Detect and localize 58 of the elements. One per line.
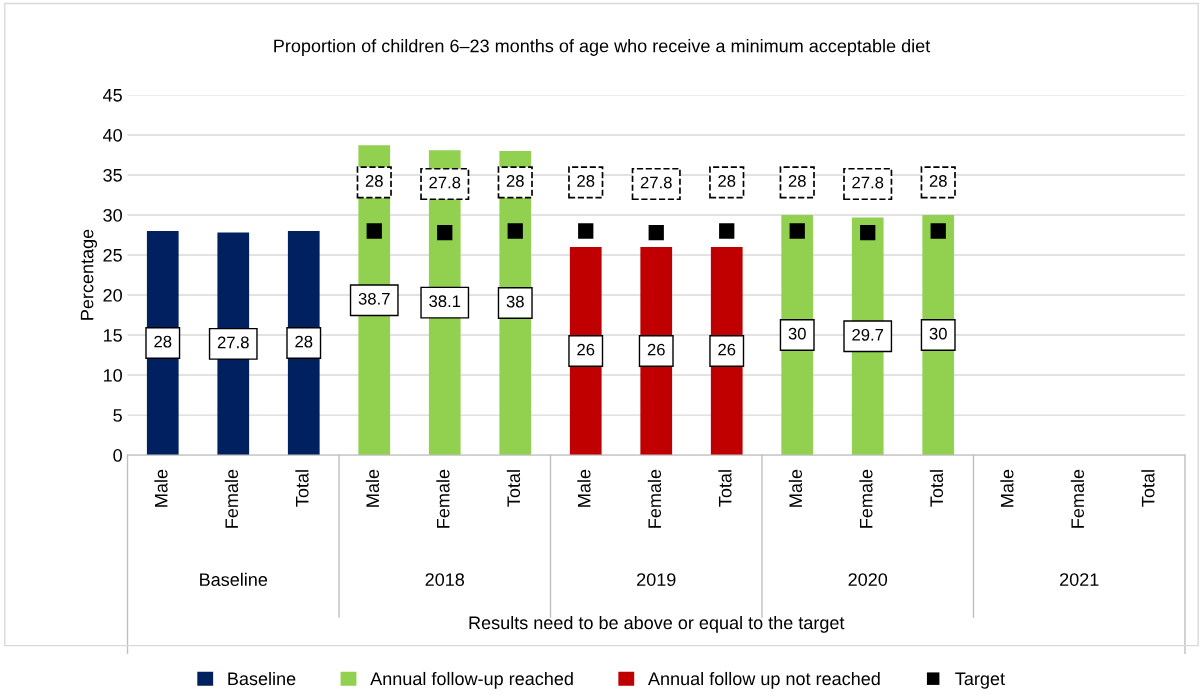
y-tick-label: 0: [113, 449, 122, 462]
y-tick-label: 35: [103, 168, 122, 182]
y-tick-label: 45: [102, 89, 122, 102]
x-tick-label: Female: [436, 469, 450, 528]
y-tick-label: 20: [103, 288, 122, 302]
data-label: 28: [365, 175, 383, 187]
data-label: 28: [929, 175, 947, 187]
text: Baseline: [200, 572, 268, 586]
data-label: 38.1: [429, 295, 461, 308]
x-tick-label: Male: [1000, 469, 1014, 507]
y-tick-label: 5: [113, 409, 122, 422]
data-label: 29.7: [852, 328, 884, 341]
data-label: 28: [295, 335, 313, 348]
legend-label: Baseline: [228, 671, 296, 686]
data-label: 30: [929, 327, 947, 340]
data-label: 28: [154, 335, 172, 348]
legend-label: Annual follow up not reached: [647, 671, 880, 689]
data-label: 26: [647, 343, 665, 356]
x-tick-label: Total: [506, 470, 521, 507]
x-tick-label: Male: [365, 469, 380, 507]
chart-title: Proportion of children 6–23 months of age who receive a minimum acceptable diet: [274, 39, 931, 56]
x-tick-label: Total: [929, 470, 944, 507]
y-tick-label: 15: [103, 329, 122, 342]
data-label: 27.8: [429, 176, 461, 189]
data-label: 28: [788, 175, 806, 187]
y-tick-label: 25: [103, 248, 122, 262]
data-label: 30: [788, 327, 806, 340]
x-tick-label: Female: [224, 469, 239, 528]
legend-label: Annual follow-up reached: [370, 671, 573, 689]
data-label: 27.8: [217, 336, 249, 349]
x-tick-label: Total: [295, 470, 309, 507]
data-label: 28: [506, 175, 524, 187]
x-tick-label: Total: [1141, 470, 1155, 507]
y-axis-title: Percentage: [80, 229, 98, 320]
text: 2020: [848, 573, 888, 586]
data-label: 27.8: [852, 176, 884, 189]
text: 2018: [425, 573, 465, 586]
legend-label: Target: [955, 672, 1005, 689]
x-tick-label: Total: [718, 470, 732, 507]
text: 2021: [1060, 573, 1099, 586]
data-label: 28: [718, 175, 736, 187]
x-tick-label: Female: [647, 469, 662, 528]
text: 2019: [637, 573, 676, 586]
data-label: 26: [718, 343, 736, 356]
data-label: 26: [577, 343, 595, 356]
text: Results need to be above or equal to the target: [469, 615, 845, 633]
y-tick-label: 10: [103, 368, 122, 382]
data-label: 28: [577, 175, 595, 187]
x-tick-label: Male: [788, 469, 803, 507]
x-tick-label: Female: [859, 469, 873, 528]
y-tick-label: 40: [102, 128, 122, 142]
data-label: 38.7: [358, 292, 390, 305]
x-tick-label: Male: [154, 469, 168, 507]
x-tick-label: Male: [577, 469, 591, 507]
y-tick-label: 30: [103, 208, 122, 222]
data-label: 27.8: [640, 176, 672, 189]
x-tick-label: Female: [1070, 469, 1085, 528]
data-label: 38: [506, 295, 524, 308]
